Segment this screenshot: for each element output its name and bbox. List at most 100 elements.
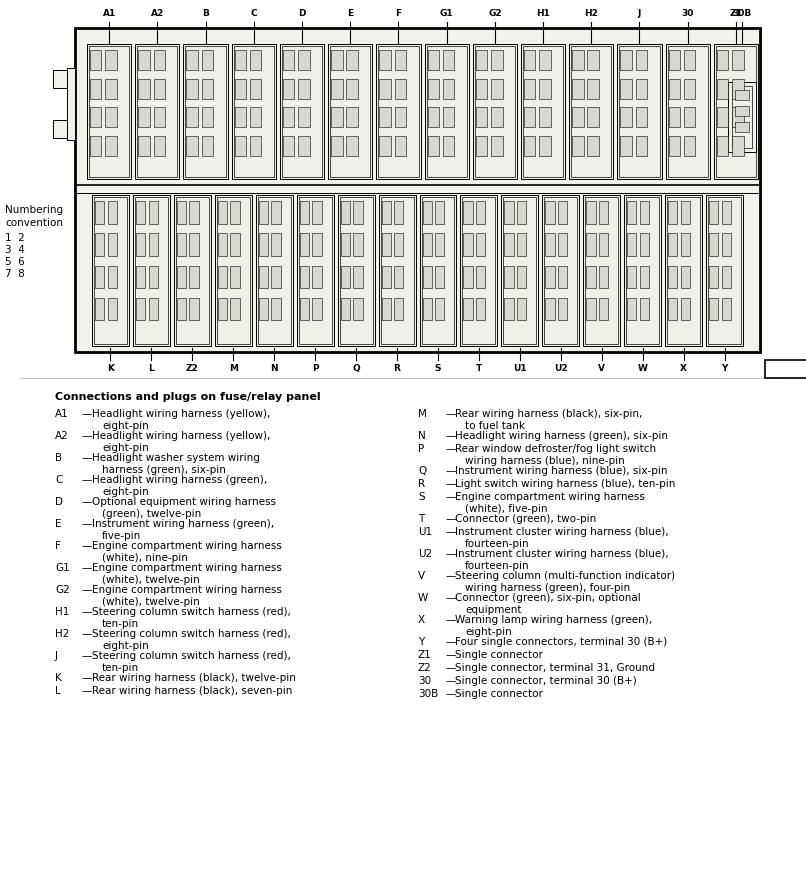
Bar [517,266,526,289]
Bar [524,50,535,70]
Text: G2: G2 [488,9,501,18]
Bar [732,78,744,99]
Text: Engine compartment wiring harness: Engine compartment wiring harness [92,563,282,573]
Bar [231,44,276,179]
Bar [298,50,310,70]
Text: Steering column switch harness (red),: Steering column switch harness (red), [92,651,291,661]
Bar [297,195,334,346]
Bar [186,50,198,70]
Text: V: V [598,364,605,373]
Text: N: N [270,364,278,373]
Text: 30: 30 [682,9,694,18]
Text: (white), five-pin: (white), five-pin [465,504,547,514]
Bar [435,297,444,321]
Bar [380,50,391,70]
Bar [137,46,177,177]
Bar [681,202,690,224]
Bar [189,234,199,256]
Bar [259,234,268,256]
Text: eight-pin: eight-pin [102,641,149,651]
Bar [668,202,677,224]
Bar [426,46,467,177]
Bar [298,136,310,156]
Text: —: — [445,527,455,537]
Bar [283,78,294,99]
Bar [427,78,439,99]
Text: Steering column switch harness (red),: Steering column switch harness (red), [92,607,291,617]
Text: —: — [82,673,93,683]
Bar [517,234,526,256]
Bar [353,266,363,289]
Bar [668,107,680,127]
Text: L: L [55,686,60,696]
Text: —: — [82,497,93,507]
Text: H1: H1 [55,607,69,617]
Bar [476,202,485,224]
Bar [558,202,567,224]
Bar [586,202,596,224]
Bar [53,70,75,88]
Bar [136,266,145,289]
Bar [585,197,618,344]
Bar [331,107,343,127]
Bar [684,107,696,127]
Bar [667,197,700,344]
Text: S: S [418,492,425,502]
Text: A1: A1 [55,409,69,419]
Text: Single connector: Single connector [455,650,543,660]
Bar [636,107,647,127]
Text: Rear wiring harness (black), six-pin,: Rear wiring harness (black), six-pin, [455,409,642,419]
Bar [539,107,550,127]
Text: Engine compartment wiring harness: Engine compartment wiring harness [92,541,282,551]
Bar [106,50,117,70]
Bar [250,107,261,127]
Bar [505,266,513,289]
Text: U2: U2 [554,364,567,373]
Bar [259,202,268,224]
Bar [258,197,291,344]
Bar [138,107,150,127]
Bar [539,78,550,99]
Text: Z1: Z1 [729,9,742,18]
Text: Connector (green), six-pin, optional: Connector (green), six-pin, optional [455,593,641,603]
Text: Instrument wiring harness (blue), six-pin: Instrument wiring harness (blue), six-pi… [455,466,667,476]
Text: R: R [418,479,425,489]
Text: Four single connectors, terminal 30 (B+): Four single connectors, terminal 30 (B+) [455,637,667,647]
Text: —: — [82,651,93,661]
Text: Instrument cluster wiring harness (blue),: Instrument cluster wiring harness (blue)… [455,549,669,559]
Bar [347,50,358,70]
Text: P: P [312,364,318,373]
Bar [442,50,455,70]
Bar [217,197,250,344]
Text: C: C [55,475,62,485]
Bar [569,44,613,179]
Bar [732,50,744,70]
Bar [463,197,496,344]
Bar [681,266,690,289]
Bar [627,202,637,224]
Bar [599,234,609,256]
Text: F: F [55,541,61,551]
Bar [714,44,758,179]
Bar [299,197,331,344]
Text: Rear window defroster/fog light switch: Rear window defroster/fog light switch [455,444,656,454]
Text: Light switch wiring harness (blue), ten-pin: Light switch wiring harness (blue), ten-… [455,479,675,489]
Bar [283,107,294,127]
Bar [341,297,350,321]
Bar [90,78,102,99]
Text: eight-pin: eight-pin [102,487,149,497]
Text: equipment: equipment [465,605,521,615]
Bar [250,78,261,99]
Text: Instrument cluster wiring harness (blue),: Instrument cluster wiring harness (blue)… [455,527,669,537]
Bar [331,136,343,156]
Bar [259,266,268,289]
Bar [138,136,150,156]
Text: (white), twelve-pin: (white), twelve-pin [102,575,200,585]
Bar [95,266,104,289]
Bar [135,197,168,344]
Bar [148,202,158,224]
Bar [709,234,718,256]
Text: fourteen-pin: fourteen-pin [465,539,530,549]
Bar [640,202,649,224]
Bar [148,266,158,289]
